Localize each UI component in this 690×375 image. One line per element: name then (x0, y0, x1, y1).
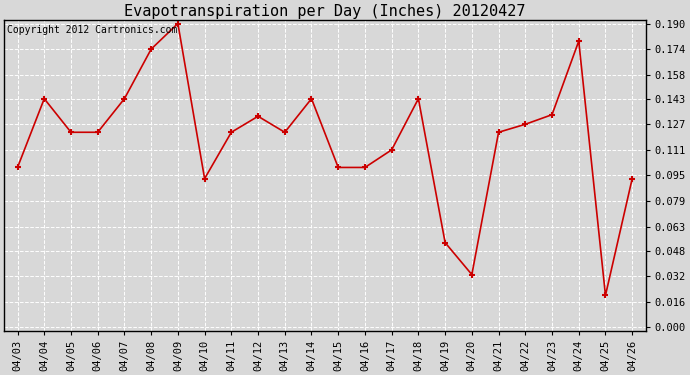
Title: Evapotranspiration per Day (Inches) 20120427: Evapotranspiration per Day (Inches) 2012… (124, 4, 526, 19)
Text: Copyright 2012 Cartronics.com: Copyright 2012 Cartronics.com (8, 25, 178, 35)
